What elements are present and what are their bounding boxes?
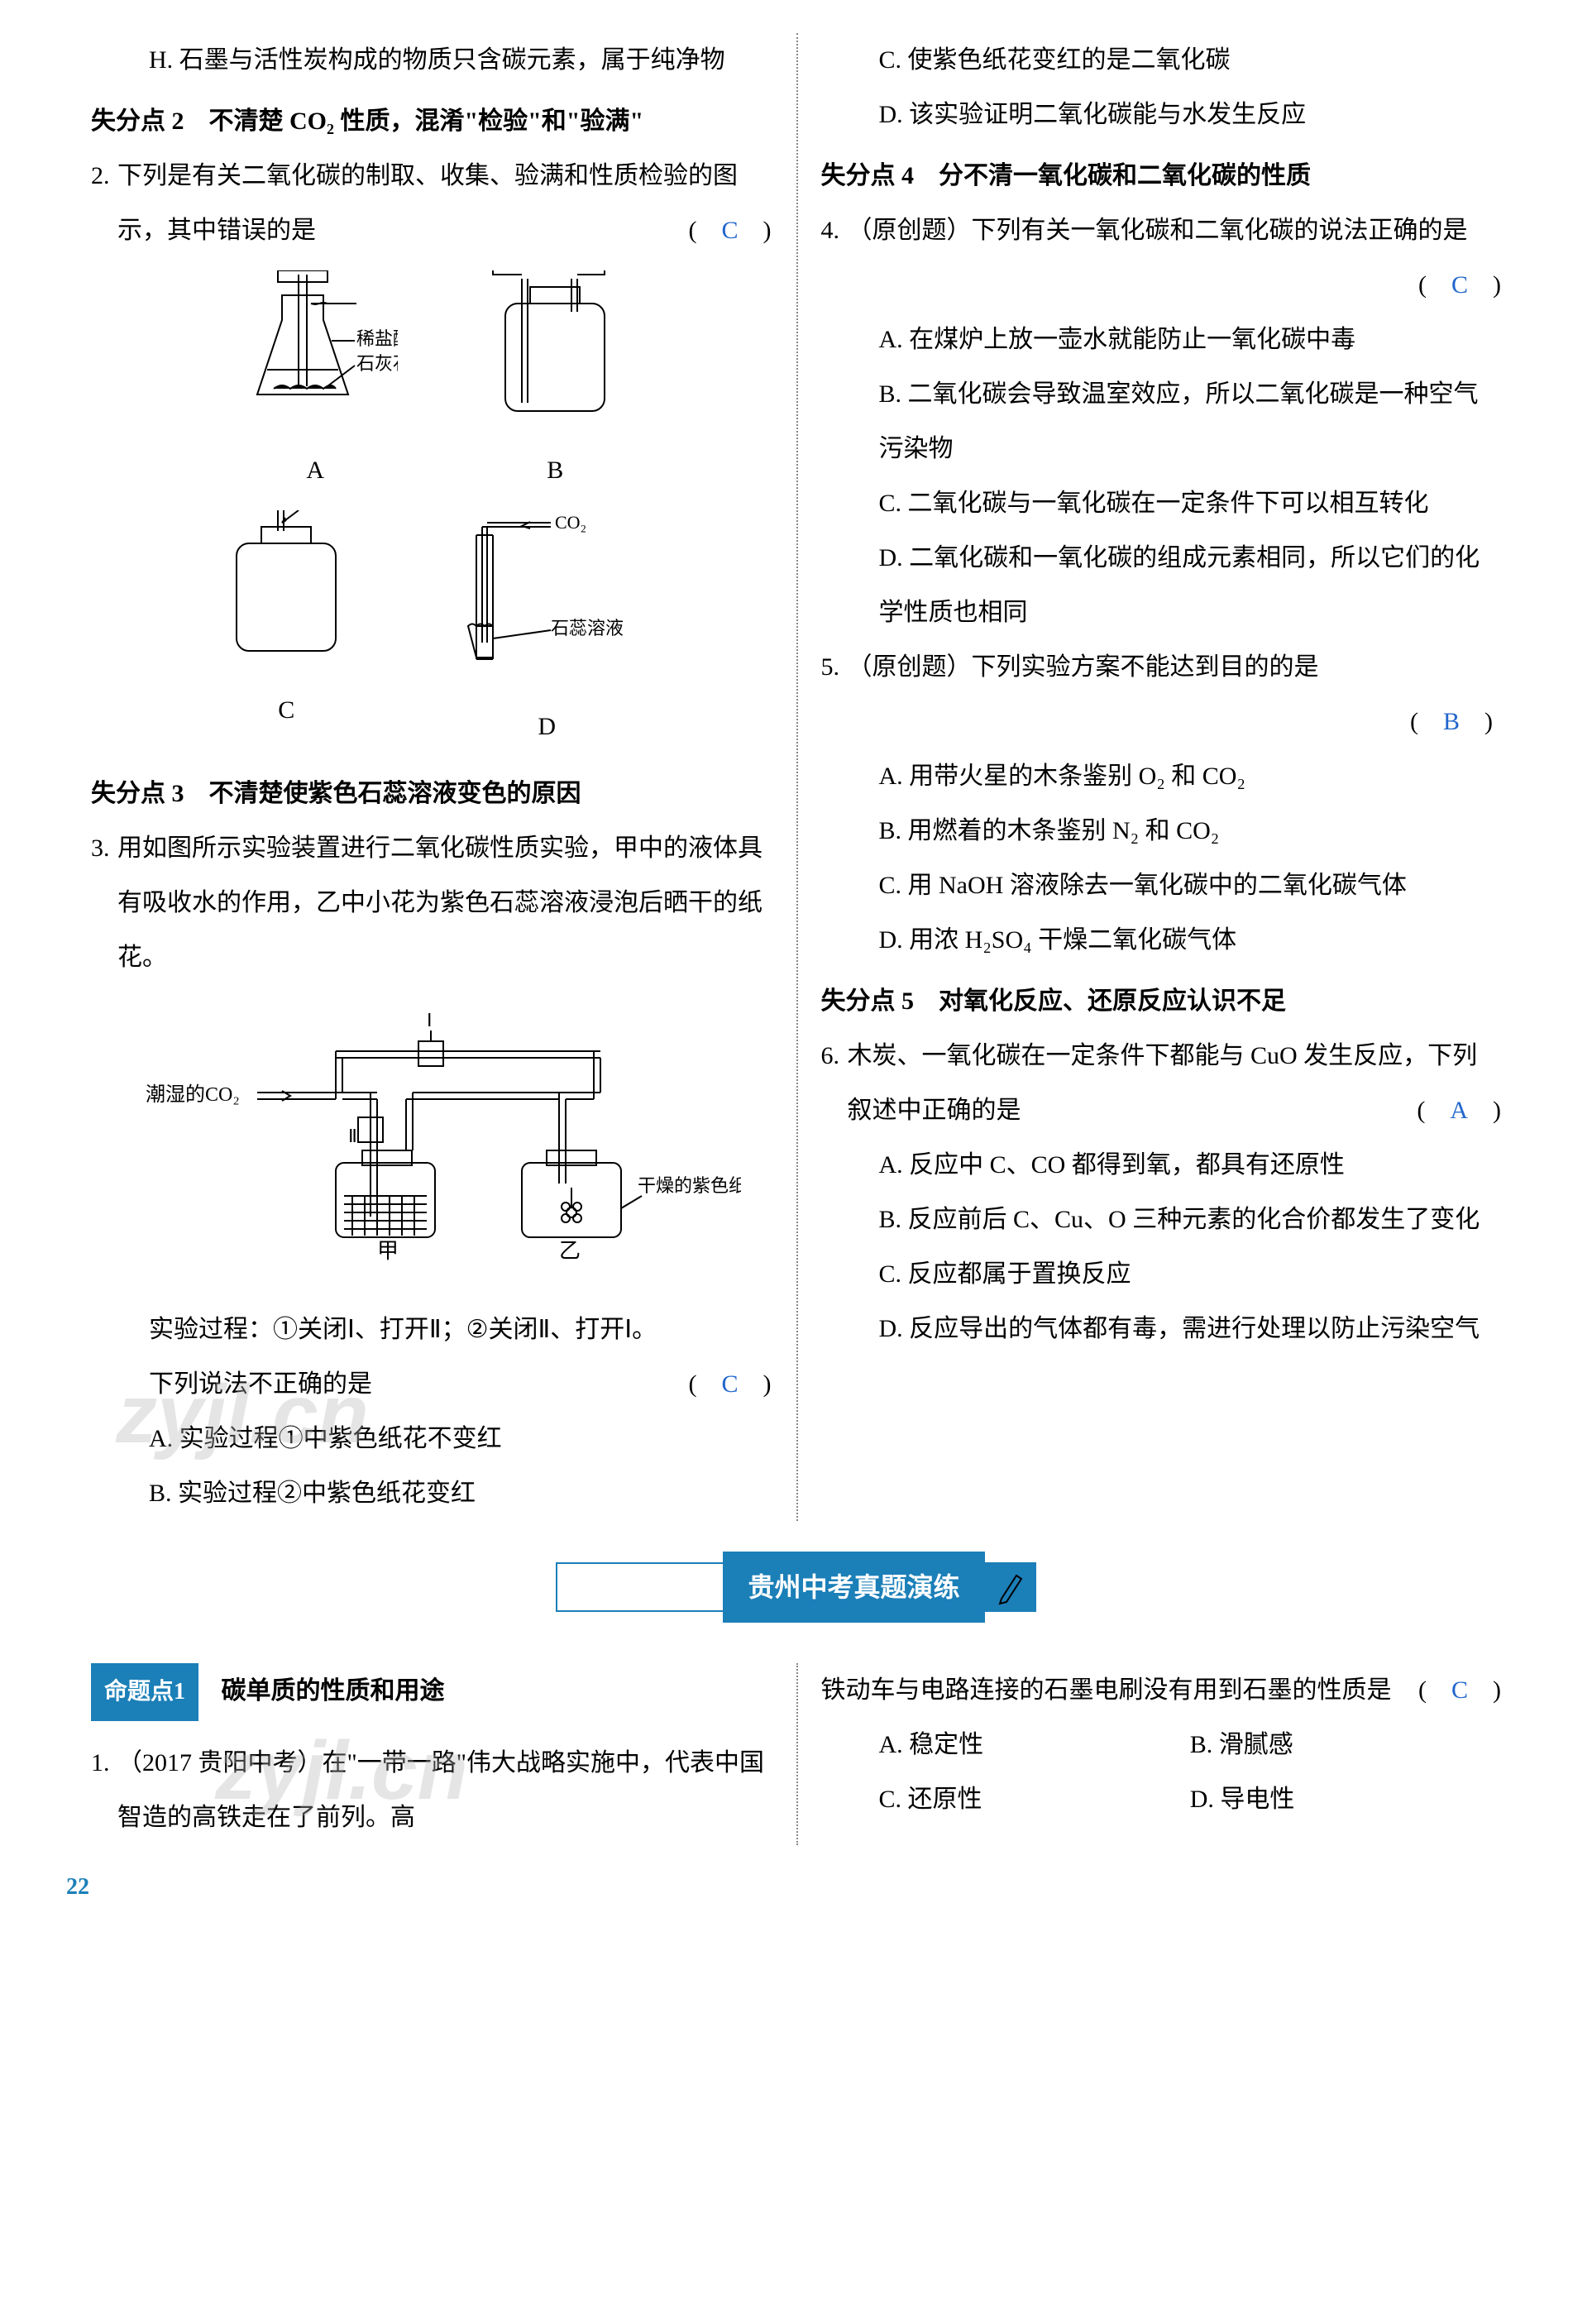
q6-option-d: D. 反应导出的气体都有毒，需进行处理以防止污染空气 [821, 1302, 1502, 1356]
svg-text:石灰石: 石灰石 [356, 353, 398, 374]
q3-apparatus-diagram: 潮湿的CO₂ Ⅰ [91, 1002, 772, 1286]
q5-answer-bracket: ( B ) [1410, 708, 1493, 735]
q4-option-d: D. 二氧化碳和一氧化碳的组成元素相同，所以它们的化学性质也相同 [821, 531, 1502, 640]
q6-option-b: B. 反应前后 C、Cu、O 三种元素的化合价都发生了变化 [821, 1193, 1502, 1247]
banner-title: 贵州中考真题演练 [723, 1552, 984, 1623]
q4-stem: （原创题）下列有关一氧化碳和二氧化碳的说法正确的是 [848, 217, 1468, 244]
q5-option-b: B. 用燃着的木条鉴别 N₂ 和 CO₂ [821, 804, 1502, 858]
q4-option-a: A. 在煤炉上放一壶水就能防止一氧化碳中毒 [821, 313, 1502, 367]
svg-text:CO₂: CO₂ [555, 512, 586, 533]
svg-text:石蕊溶液: 石蕊溶液 [551, 618, 624, 638]
q5-number: 5. [821, 640, 848, 695]
diagram-b-svg [480, 270, 629, 419]
svg-text:乙: 乙 [559, 1239, 581, 1263]
lose-point-3-heading: 失分点 3 不清楚使紫色石蕊溶液变色的原因 [91, 767, 772, 821]
q6-stem: 木炭、一氧化碳在一定条件下都能与 CuO 发生反应，下列叙述中正确的是 [848, 1042, 1478, 1124]
diagram-a-label: A [232, 443, 398, 498]
diagram-d-label: D [443, 700, 650, 754]
diagram-d-svg: CO₂ 石蕊溶液 [443, 510, 650, 676]
q5-option-a: A. 用带火星的木条鉴别 O₂ 和 CO₂ [821, 749, 1502, 804]
svg-text:甲: 甲 [377, 1239, 399, 1263]
q3-number: 3. [91, 821, 117, 985]
bottom-q1-stem: （2017 贵阳中考）在"一带一路"伟大战略实施中，代表中国智造的高铁走在了前列… [117, 1736, 772, 1845]
q3-option-c: C. 使紫色纸花变红的是二氧化碳 [821, 33, 1502, 88]
q4-answer-bracket: ( C ) [1418, 258, 1501, 313]
diagram-b-label: B [480, 443, 629, 498]
lose-point-4-heading: 失分点 4 分不清一氧化碳和二氧化碳的性质 [821, 149, 1502, 203]
bottom-q1-option-a: A. 稳定性 [879, 1718, 1190, 1772]
pencil-icon [985, 1564, 1035, 1610]
bottom-q1-cont: 铁动车与电路连接的石墨电刷没有用到石墨的性质是 [821, 1676, 1392, 1704]
topic-1-title: 碳单质的性质和用途 [222, 1677, 445, 1705]
bottom-q1-option-d: D. 导电性 [1190, 1772, 1501, 1827]
q4-option-b: B. 二氧化碳会导致温室效应，所以二氧化碳是一种空气污染物 [821, 367, 1502, 476]
page-number: 22 [66, 1862, 1526, 1913]
bottom-q1-answer-bracket: ( C ) [1418, 1663, 1501, 1718]
svg-text:Ⅱ: Ⅱ [348, 1126, 357, 1146]
q3-option-a: A. 实验过程①中紫色纸花不变红 [91, 1412, 772, 1466]
q5-option-d: D. 用浓 H₂SO₄ 干燥二氧化碳气体 [821, 913, 1502, 968]
svg-text:Ⅰ: Ⅰ [427, 1010, 433, 1030]
q5-option-c: C. 用 NaOH 溶液除去一氧化碳中的二氧化碳气体 [821, 858, 1502, 913]
q4-option-c: C. 二氧化碳与一氧化碳在一定条件下可以相互转化 [821, 476, 1502, 531]
q6-option-c: C. 反应都属于置换反应 [821, 1247, 1502, 1302]
q3-stem: 用如图所示实验装置进行二氧化碳性质实验，甲中的液体具有吸收水的作用，乙中小花为紫… [117, 821, 772, 985]
svg-text:稀盐酸: 稀盐酸 [356, 328, 398, 349]
q5-stem: （原创题）下列实验方案不能达到目的的是 [848, 653, 1319, 681]
option-h: H. 石墨与活性炭构成的物质只含碳元素，属于纯净物 [91, 33, 772, 88]
lose-point-5-heading: 失分点 5 对氧化反应、还原反应认识不足 [821, 974, 1502, 1029]
diagram-c-svg [212, 510, 361, 659]
bottom-q1-option-b: B. 滑腻感 [1190, 1718, 1501, 1772]
diagram-row-cd: C CO₂ 石蕊溶液 [91, 510, 772, 754]
q3-option-d: D. 该实验证明二氧化碳能与水发生反应 [821, 88, 1502, 142]
q6-option-a: A. 反应中 C、CO 都得到氧，都具有还原性 [821, 1138, 1502, 1193]
diagram-c-label: C [212, 683, 361, 738]
q3-stem2: 下列说法不正确的是 [149, 1370, 372, 1398]
q2-answer-bracket: ( C ) [688, 203, 771, 258]
section-banner: 贵州中考真题演练 [66, 1562, 1526, 1630]
bottom-q1-number: 1. [91, 1736, 117, 1845]
q3-procedure: 实验过程：①关闭Ⅰ、打开Ⅱ；②关闭Ⅱ、打开Ⅰ。 [91, 1303, 772, 1357]
q3-option-b: B. 实验过程②中紫色纸花变红 [91, 1466, 772, 1521]
q3-answer-bracket: ( C ) [688, 1357, 771, 1412]
svg-text:潮湿的CO₂: 潮湿的CO₂ [146, 1083, 240, 1106]
q6-answer-bracket: ( A ) [1417, 1083, 1501, 1138]
diagram-a-svg: 稀盐酸 石灰石 [232, 270, 398, 419]
q2-stem: 下列是有关二氧化碳的制取、收集、验满和性质检验的图示，其中错误的是 [117, 162, 738, 244]
svg-text:干燥的紫色纸花: 干燥的紫色纸花 [638, 1175, 741, 1196]
bottom-q1-option-c: C. 还原性 [879, 1772, 1190, 1827]
q2-number: 2. [91, 149, 117, 258]
topic-1-box: 命题点1 [91, 1663, 198, 1721]
q6-number: 6. [821, 1029, 848, 1138]
lose-point-2-heading: 失分点 2 不清楚 CO₂ 性质，混淆"检验"和"验满" [91, 94, 772, 149]
diagram-row-ab: 稀盐酸 石灰石 A B [91, 270, 772, 498]
q4-number: 4. [821, 203, 848, 313]
